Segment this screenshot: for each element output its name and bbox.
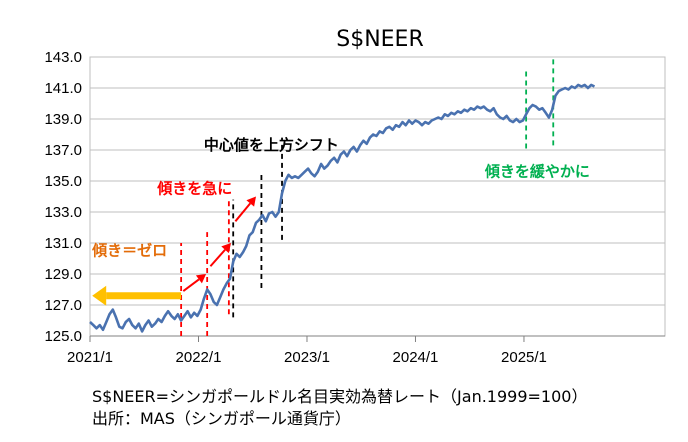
- arrow-head: [195, 274, 207, 284]
- y-tick-label: 131.0: [44, 235, 82, 252]
- trend-arrows: [92, 196, 256, 306]
- annotation-label: 傾きを緩やかに: [484, 162, 590, 180]
- x-tick-label: 2025/1: [501, 349, 547, 366]
- y-tick-label: 135.0: [44, 173, 82, 190]
- arrow-shaft: [209, 249, 226, 267]
- y-tick-label: 143.0: [44, 49, 82, 66]
- x-tick-label: 2021/1: [67, 349, 113, 366]
- annotation-label: 中心値を上方シフト: [204, 136, 339, 154]
- x-tick-label: 2024/1: [393, 349, 439, 366]
- annotation-label: 傾きを急に: [156, 179, 232, 197]
- series-line-sneer: [89, 83, 596, 333]
- annotation-label: 傾き＝ゼロ: [91, 241, 167, 259]
- arrow-head: [246, 196, 256, 207]
- x-tick-label: 2022/1: [176, 349, 222, 366]
- y-tick-label: 139.0: [44, 111, 82, 128]
- arrow-shaft: [182, 278, 200, 292]
- footnote-definition: S$NEER=シンガポールドル名目実効為替レート（Jan.1999=100）: [92, 387, 588, 406]
- marker-lines: [180, 57, 555, 336]
- y-tick-label: 125.0: [44, 328, 82, 345]
- y-tick-label: 127.0: [44, 297, 82, 314]
- footnote-source: 出所：MAS（シンガポール通貨庁）: [92, 409, 351, 428]
- x-axis: 2021/1 2022/1 2023/1 2024/1 2025/1: [67, 336, 547, 366]
- y-tick-label: 129.0: [44, 266, 82, 283]
- arrow-head: [92, 285, 107, 306]
- y-tick-label: 141.0: [44, 80, 82, 97]
- y-axis: 125.0 127.0 129.0 131.0 133.0 135.0 137.0 139.0…: [44, 49, 82, 345]
- arrow-head: [221, 243, 231, 254]
- grid: [89, 56, 666, 337]
- y-tick-label: 137.0: [44, 142, 82, 159]
- chart-title: S$NEER: [336, 27, 424, 52]
- y-tick-label: 133.0: [44, 204, 82, 221]
- arrow-shaft: [234, 202, 252, 222]
- x-tick-label: 2023/1: [284, 349, 330, 366]
